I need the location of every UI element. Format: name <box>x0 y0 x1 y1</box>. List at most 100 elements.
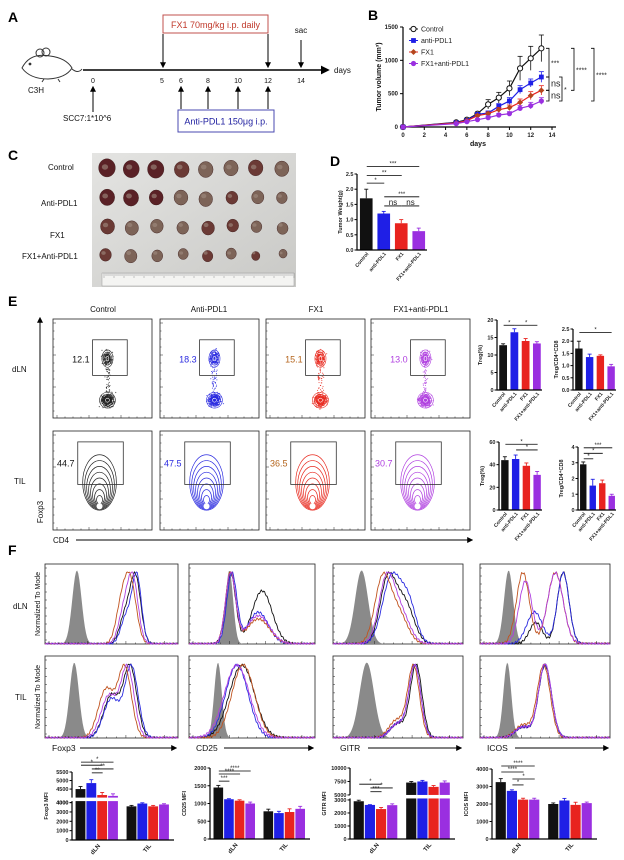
event-dot <box>321 393 324 395</box>
histogram-line <box>479 663 611 739</box>
data-point <box>495 94 502 101</box>
data-point <box>474 117 481 123</box>
event-dot <box>424 375 426 377</box>
event-dot <box>425 402 427 404</box>
event-dot <box>108 379 110 381</box>
event-dot <box>422 398 424 400</box>
significance-bracket <box>571 47 575 91</box>
data-point <box>506 111 513 117</box>
category-label: Control <box>354 251 370 269</box>
significance-label: ** <box>382 171 387 177</box>
event-dot <box>214 365 216 367</box>
significance-label: ns <box>389 198 397 207</box>
event-dot <box>313 402 315 404</box>
event-dot <box>109 399 111 401</box>
event-dot <box>425 359 427 361</box>
event-dot <box>106 376 108 378</box>
bar <box>375 809 387 839</box>
y-tick-label: 1.5 <box>346 202 354 208</box>
tumor-highlight <box>101 251 106 255</box>
significance-label: * <box>522 774 525 780</box>
significance-label: ** <box>95 768 100 774</box>
significance-label: * <box>508 320 511 326</box>
event-dot <box>315 397 317 399</box>
group-label: dLN <box>90 843 102 856</box>
contour-line <box>315 351 325 366</box>
bar <box>137 803 148 840</box>
panel-b: B Tumor volume (mm³) days 0 500 1000 1500 0 2… <box>368 7 607 148</box>
tumor-highlight <box>179 251 184 255</box>
event-dot <box>213 381 215 383</box>
flow-row-label: TIL <box>14 477 26 486</box>
event-dot <box>106 378 108 380</box>
data-point <box>474 112 481 119</box>
event-dot <box>211 371 213 373</box>
tumor-volume-ylabel: Tumor volume (mm³) <box>376 42 383 111</box>
category-label: FX1 <box>594 391 605 402</box>
significance-label: *** <box>594 443 602 449</box>
y-tick-label: 4000 <box>56 801 68 807</box>
contour-line <box>423 356 428 362</box>
bar <box>412 231 426 250</box>
y-tick-label: 2000 <box>476 802 488 808</box>
group-label: TIL <box>423 842 434 853</box>
significance-bracket <box>546 76 550 91</box>
event-dot <box>215 373 217 375</box>
event-dot <box>428 393 430 395</box>
marker-axis-label: ICOS <box>487 743 508 753</box>
event-dot <box>109 370 111 372</box>
event-dot <box>423 386 425 388</box>
y-tick-label: 0 <box>571 508 574 514</box>
tumor-specimen <box>176 221 189 235</box>
tumor-specimen <box>123 160 140 178</box>
y-tick-label: 20 <box>489 485 495 491</box>
isotype-histogram <box>45 570 178 644</box>
y-axis-label: GITR MFI <box>322 791 328 816</box>
y-tick-label: 60 <box>489 440 495 446</box>
event-dot <box>317 392 319 394</box>
y-axis-label: Treg(%) <box>478 345 484 365</box>
group-label: dLN <box>369 842 381 855</box>
event-dot <box>425 357 427 359</box>
y-tick-label: 2.0 <box>346 187 354 193</box>
tumor-specimen <box>149 189 164 206</box>
mfi-bar-charts: dLN TIL010002000300040004000450050005500F… <box>44 757 597 856</box>
event-dot <box>424 388 426 390</box>
tumor-highlight <box>203 222 209 228</box>
bar <box>263 811 274 839</box>
event-dot <box>108 386 110 388</box>
significance-label: ns <box>551 91 561 101</box>
bar <box>529 799 540 839</box>
tumor-highlight <box>102 193 109 199</box>
histogram-row-label: TIL <box>15 693 27 702</box>
x-tick-label: 2 <box>423 133 427 139</box>
photo-row-label: Control <box>48 163 74 172</box>
data-point <box>485 115 491 121</box>
bar <box>284 812 295 839</box>
mouse-icon <box>21 47 83 83</box>
event-dot <box>423 353 425 355</box>
histogram-line <box>44 571 179 645</box>
flow-plot-frame <box>265 318 366 419</box>
histogram-icos-dln <box>479 563 611 645</box>
event-dot <box>418 398 420 401</box>
y-tick-label: 1000 <box>334 824 346 830</box>
significance-label: * <box>369 779 372 785</box>
event-dot <box>318 372 320 374</box>
tumor-specimen <box>278 249 288 259</box>
event-dot <box>213 370 215 372</box>
event-dot <box>424 391 426 393</box>
tumor-highlight <box>176 193 182 199</box>
inoculation-label: SCC7:1*10^6 <box>63 114 112 123</box>
significance-label: *** <box>551 61 559 68</box>
y-tick-label: 4000 <box>476 767 488 773</box>
event-dot <box>107 369 109 371</box>
bar <box>532 343 541 390</box>
y-tick-label: 7500 <box>334 779 346 785</box>
event-dot <box>318 406 320 408</box>
tumor-highlight <box>278 223 283 227</box>
data-point <box>527 92 534 99</box>
